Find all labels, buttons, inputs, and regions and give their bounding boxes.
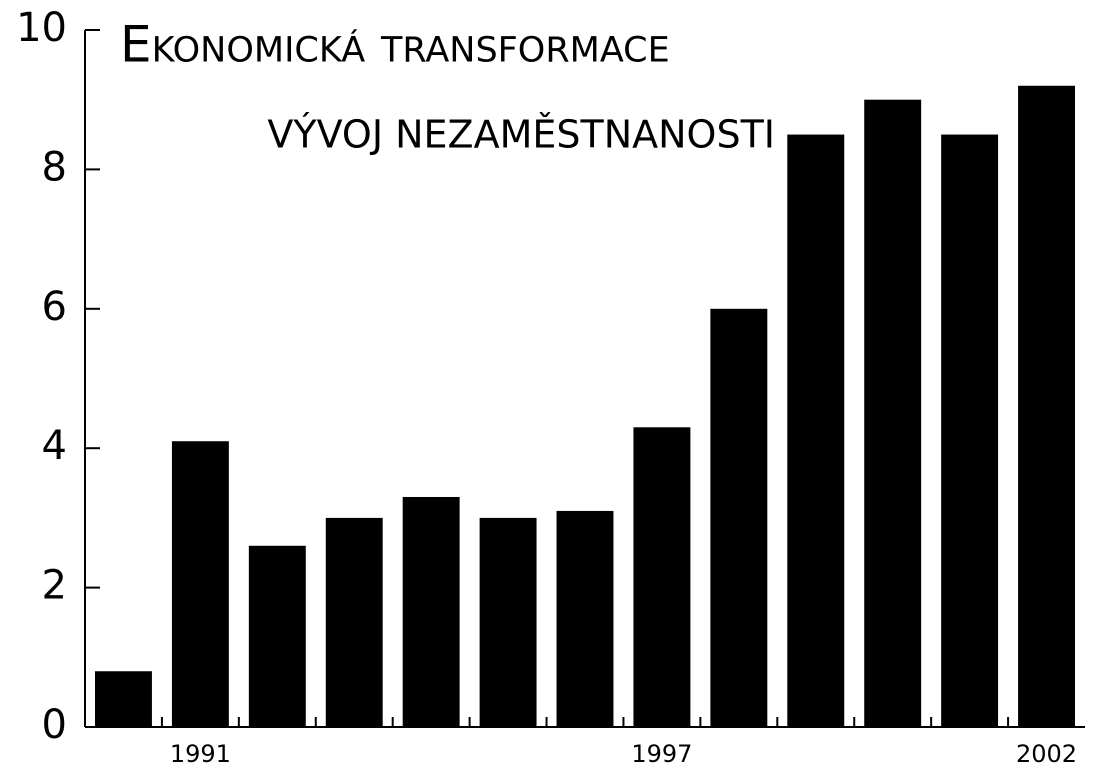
x-tick-label: 1997 [631, 740, 692, 768]
y-tick-label: 2 [42, 563, 67, 609]
bar [787, 134, 845, 728]
chart-title: Ekonomická transformace [120, 16, 670, 74]
y-tick-label: 4 [42, 423, 67, 469]
bar [248, 545, 306, 727]
bar [941, 134, 999, 728]
y-tick-label: 8 [42, 144, 67, 190]
y-tick-label: 10 [16, 5, 67, 51]
y-tick-label: 6 [42, 284, 67, 330]
bar [633, 427, 691, 727]
x-tick-label: 1991 [170, 740, 231, 768]
bar [1018, 85, 1075, 727]
bar [479, 517, 537, 727]
bar [171, 441, 229, 727]
bar [95, 671, 152, 727]
x-tick-label: 2002 [1016, 740, 1077, 768]
bar [402, 496, 460, 727]
bar [325, 517, 383, 727]
chart-subtitle: VÝVOJ NEZAMĚSTNANOSTI [267, 113, 775, 157]
bar [864, 99, 922, 727]
bar [710, 308, 768, 727]
bar [556, 510, 614, 727]
y-tick-label: 0 [42, 702, 67, 748]
